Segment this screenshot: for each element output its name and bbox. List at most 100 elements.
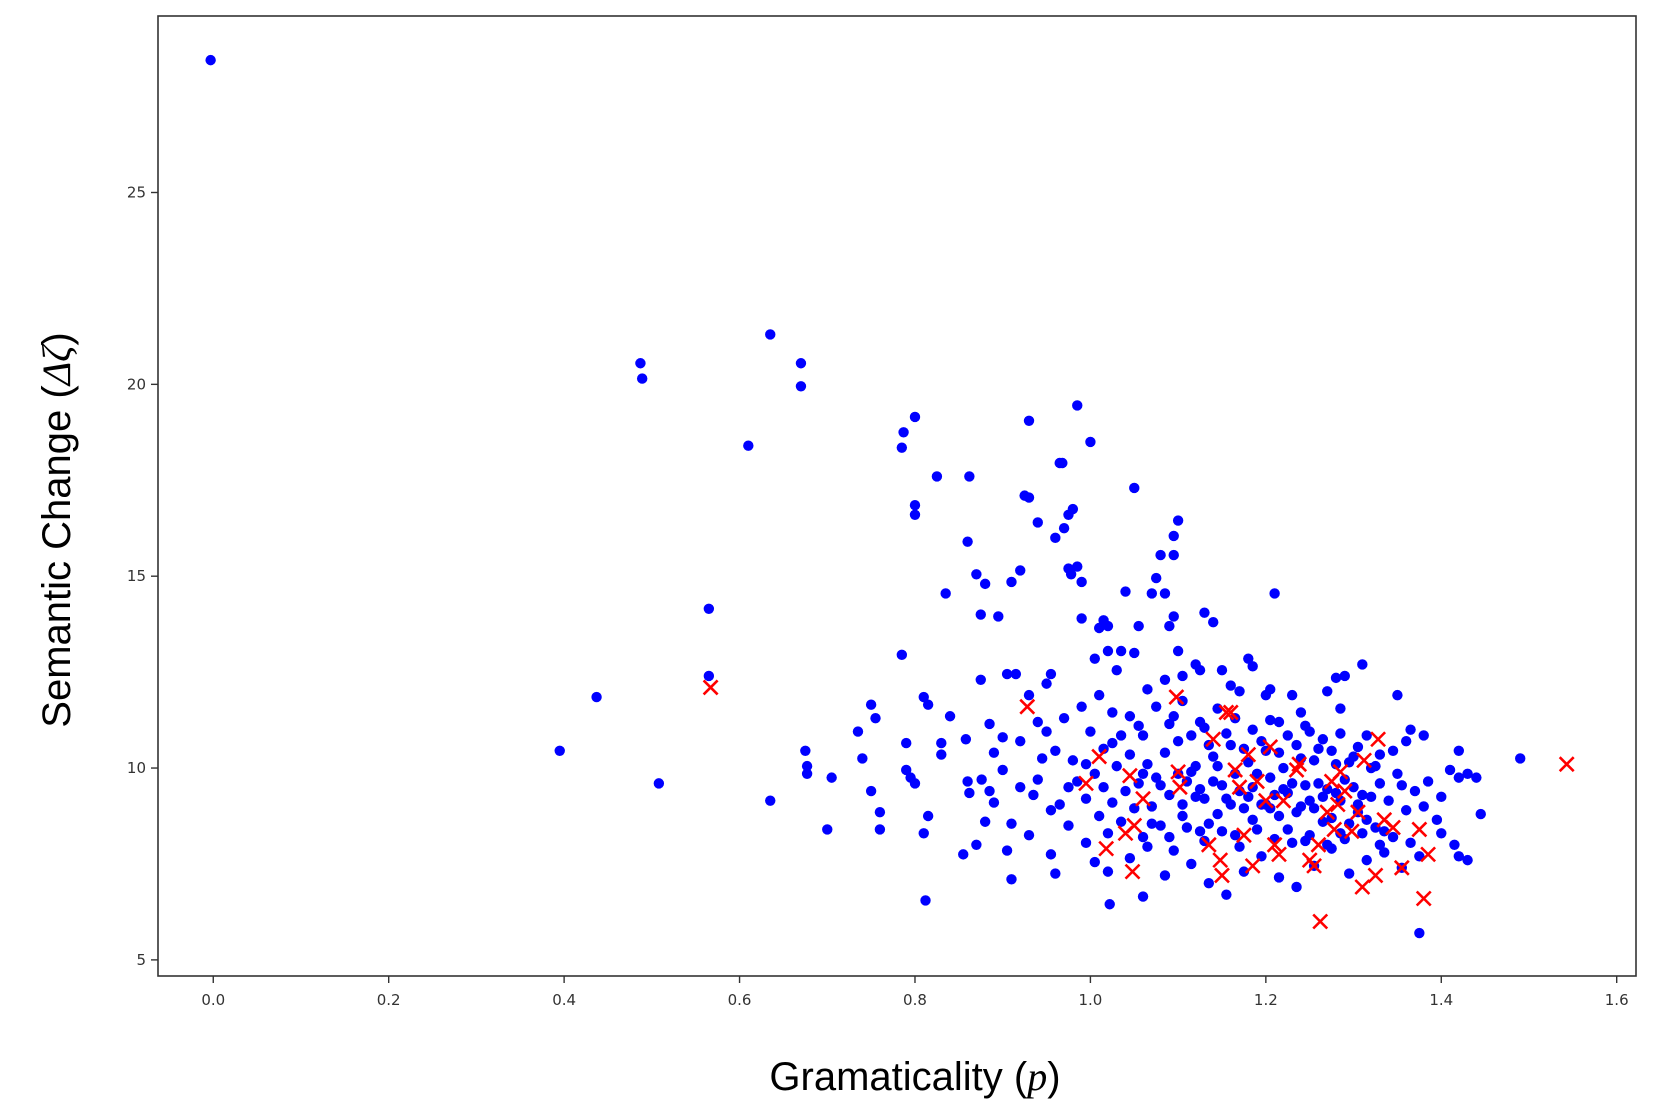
data-point	[1251, 824, 1263, 835]
data-point	[1023, 415, 1035, 426]
data-point	[1515, 753, 1526, 764]
data-point	[1032, 517, 1043, 528]
data-point	[1067, 755, 1079, 766]
data-point	[1238, 803, 1250, 814]
data-point	[1137, 730, 1149, 741]
data-point	[653, 778, 665, 789]
data-point	[1063, 820, 1074, 831]
x-tick-label: 0.6	[728, 991, 752, 1009]
data-point	[1251, 768, 1263, 779]
data-point	[1361, 730, 1372, 741]
data-point	[1418, 801, 1429, 812]
data-point-x	[1312, 913, 1329, 930]
data-point	[1067, 503, 1079, 515]
data-point-x	[1326, 821, 1343, 838]
data-point	[1102, 645, 1114, 657]
data-point	[1225, 680, 1236, 691]
data-point-x	[1319, 804, 1336, 821]
data-point	[1278, 762, 1289, 774]
data-point	[1177, 670, 1188, 682]
data-point-x	[1205, 731, 1222, 748]
data-point	[1436, 828, 1447, 839]
data-point	[1335, 703, 1346, 714]
data-point	[1168, 845, 1179, 856]
data-point	[874, 824, 886, 835]
data-point	[1339, 670, 1350, 682]
data-point	[1352, 799, 1364, 810]
data-point-x	[1385, 819, 1401, 836]
data-point-x	[1171, 779, 1188, 796]
data-point	[1357, 659, 1368, 670]
data-point	[857, 753, 868, 764]
data-point	[964, 471, 975, 482]
data-point	[1462, 854, 1473, 866]
x-axis-title-text: Gramaticality	[769, 1055, 1002, 1099]
data-point-x	[1212, 852, 1229, 869]
data-point-x	[1271, 846, 1287, 863]
data-point	[1085, 436, 1096, 448]
data-point	[1164, 789, 1175, 801]
data-point	[1221, 728, 1232, 739]
data-point	[1405, 837, 1416, 849]
data-point	[1186, 730, 1197, 741]
data-point	[1370, 760, 1381, 772]
data-point	[1080, 759, 1092, 770]
data-point	[1291, 881, 1302, 893]
data-point	[1396, 780, 1408, 791]
data-point	[1168, 711, 1179, 722]
data-point	[1265, 684, 1276, 695]
data-point-x	[1124, 863, 1141, 880]
data-point	[1137, 831, 1149, 843]
y-tick-label: 5	[136, 951, 146, 969]
data-point	[1392, 768, 1403, 779]
data-point	[1036, 753, 1048, 764]
data-point	[1085, 726, 1096, 737]
data-point	[976, 774, 987, 785]
data-point	[962, 776, 973, 787]
y-axis-symbol: Δζ	[34, 343, 79, 387]
data-point	[940, 588, 951, 599]
y-axis-paren-close: )	[35, 332, 79, 345]
data-point-x	[1356, 752, 1372, 769]
data-point	[1365, 791, 1377, 803]
data-point	[1295, 707, 1307, 718]
data-point	[1023, 829, 1035, 841]
data-point	[1273, 872, 1285, 883]
data-point	[1050, 745, 1061, 756]
data-point	[1181, 822, 1193, 833]
data-point	[1313, 778, 1324, 789]
data-point	[1352, 741, 1364, 753]
data-point	[1431, 814, 1443, 826]
data-point	[1387, 745, 1399, 756]
data-point	[1124, 711, 1136, 722]
data-point	[1159, 588, 1171, 599]
data-point	[765, 795, 776, 806]
data-point-x	[1306, 857, 1323, 874]
data-point	[1028, 789, 1039, 801]
data-point	[964, 787, 975, 799]
data-point	[1120, 785, 1131, 797]
data-point	[1243, 757, 1254, 768]
data-point	[1023, 492, 1035, 503]
data-point	[1247, 661, 1258, 672]
data-point-x	[1415, 890, 1432, 907]
data-point	[1418, 730, 1429, 741]
data-point	[1150, 772, 1162, 783]
data-point	[1379, 847, 1390, 858]
data-point	[1115, 645, 1127, 657]
data-point	[1216, 780, 1228, 791]
data-point	[1471, 772, 1482, 783]
data-point-x	[1121, 767, 1138, 784]
data-point-x	[1266, 836, 1283, 853]
data-point	[1168, 530, 1179, 542]
data-point	[1063, 782, 1074, 793]
x-axis-symbol: p	[1024, 1054, 1047, 1099]
data-point	[1045, 849, 1057, 860]
data-point	[1164, 718, 1175, 730]
data-point	[1065, 569, 1077, 580]
data-point	[896, 649, 908, 661]
data-point	[1392, 689, 1403, 701]
data-point	[1186, 858, 1197, 870]
data-point	[1080, 837, 1092, 849]
data-point	[554, 745, 565, 756]
